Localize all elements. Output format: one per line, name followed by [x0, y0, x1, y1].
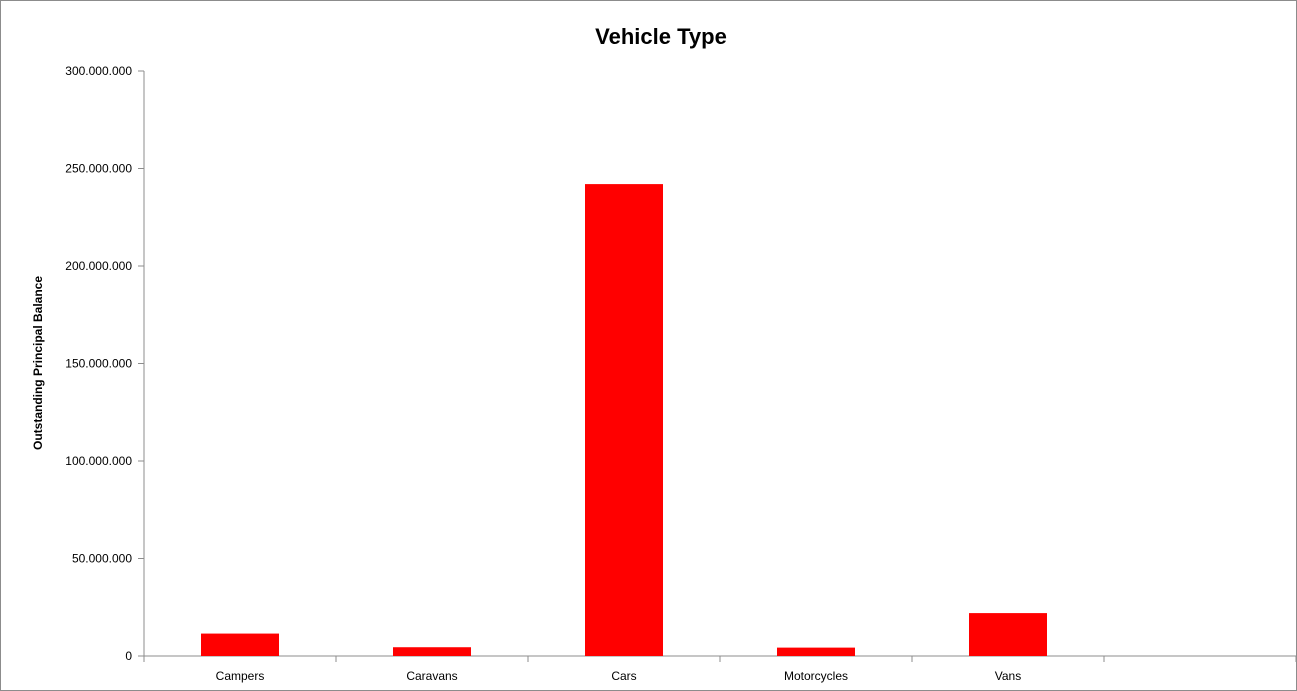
y-tick-label: 100.000.000: [65, 454, 132, 468]
x-axis-labels: Campers Caravans Cars Motorcycles Vans: [216, 669, 1022, 683]
x-tick-label: Cars: [611, 669, 636, 683]
bar-motorcycles: [777, 647, 855, 656]
y-tick-label: 200.000.000: [65, 259, 132, 273]
bar-vans: [969, 613, 1047, 656]
x-tick-label: Campers: [216, 669, 265, 683]
y-tick-label: 50.000.000: [72, 552, 132, 566]
bar-campers: [201, 633, 279, 656]
x-tick-label: Motorcycles: [784, 669, 848, 683]
y-axis-label: Outstanding Principal Balance: [31, 276, 45, 450]
bar-cars: [585, 184, 663, 656]
y-axis: 0 50.000.000 100.000.000 150.000.000 200.000…: [65, 64, 145, 663]
x-tick-label: Vans: [995, 669, 1021, 683]
y-tick-label: 150.000.000: [65, 357, 132, 371]
y-tick-label: 0: [125, 649, 132, 663]
x-tick-label: Caravans: [406, 669, 457, 683]
y-tick-label: 250.000.000: [65, 162, 132, 176]
bar-caravans: [393, 647, 471, 656]
bar-series: [201, 184, 1047, 656]
x-axis: [143, 655, 1297, 662]
chart-title: Vehicle Type: [595, 24, 727, 49]
y-tick-label: 300.000.000: [65, 64, 132, 78]
